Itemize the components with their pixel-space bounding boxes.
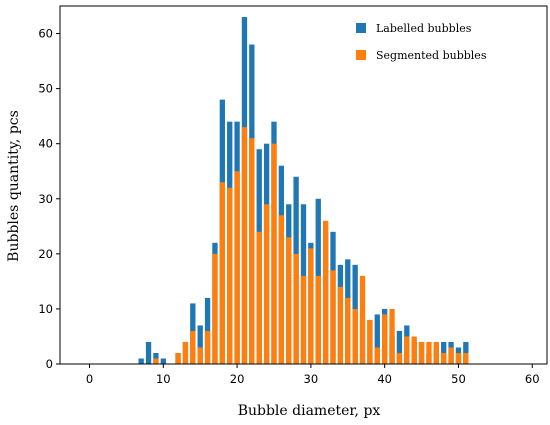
bar-segmented-28 <box>293 253 299 364</box>
y-tick-label-50: 50 <box>38 82 53 96</box>
bar-segmented-48 <box>441 352 447 364</box>
y-axis-label: Bubbles quantity, pcs <box>6 110 22 262</box>
bar-segmented-24 <box>263 204 270 364</box>
x-axis-ticks: 0 10 20 30 40 50 60 <box>86 364 540 386</box>
y-tick-label-10: 10 <box>38 302 53 316</box>
x-tick-label-60: 60 <box>525 372 540 386</box>
bar-segmented-35 <box>345 297 351 364</box>
legend: Labelled bubbles Segmented bubbles <box>356 22 487 62</box>
bar-segmented-41 <box>389 308 395 364</box>
x-tick-label-40: 40 <box>377 372 392 386</box>
bar-segmented-31 <box>315 275 321 364</box>
bar-segmented-39 <box>374 347 380 364</box>
bar-segmented-23 <box>256 231 262 364</box>
bar-segmented-46 <box>426 341 432 364</box>
bar-segmented-37 <box>359 275 366 364</box>
bar-segmented-12 <box>175 352 181 364</box>
y-tick-label-40: 40 <box>38 137 53 151</box>
legend-swatch-segmented <box>356 50 366 60</box>
y-tick-label-0: 0 <box>46 357 53 371</box>
x-tick-label-0: 0 <box>86 372 93 386</box>
bar-labelled-10 <box>160 358 166 364</box>
bar-segmented-47 <box>433 341 439 364</box>
bar-segmented-18 <box>219 182 225 364</box>
bar-segmented-49 <box>448 347 454 364</box>
bar-segmented-42 <box>396 352 403 364</box>
y-tick-label-20: 20 <box>38 247 53 261</box>
bar-segmented-25 <box>271 143 277 364</box>
bar-segmented-20 <box>234 171 240 364</box>
bar-segmented-21 <box>241 127 248 364</box>
x-axis-label: Bubble diameter, px <box>238 403 381 419</box>
x-tick-label-30: 30 <box>304 372 319 386</box>
y-tick-label-30: 30 <box>38 192 53 206</box>
x-tick-label-10: 10 <box>156 372 171 386</box>
y-axis-ticks: 0 10 20 30 40 50 60 <box>38 27 60 371</box>
bar-labelled-8 <box>145 341 152 364</box>
bar-segmented-13 <box>182 341 189 364</box>
bar-segmented-14 <box>190 330 196 364</box>
bar-labelled-39 <box>374 314 380 364</box>
bar-segmented-29 <box>300 275 307 364</box>
bar-segmented-15 <box>197 347 203 364</box>
legend-swatch-labelled <box>356 23 366 33</box>
bar-segmented-34 <box>337 286 344 364</box>
bar-segmented-26 <box>278 215 285 364</box>
x-tick-label-50: 50 <box>451 372 466 386</box>
bar-segmented-50 <box>455 352 462 364</box>
bar-segmented-51 <box>463 352 469 364</box>
y-tick-label-60: 60 <box>38 27 53 41</box>
bar-segmented-30 <box>308 248 314 364</box>
bar-labelled-15 <box>197 325 203 364</box>
bar-segmented-9 <box>153 358 159 364</box>
bar-segmented-36 <box>352 308 358 364</box>
bar-segmented-27 <box>286 237 292 364</box>
bar-segmented-44 <box>411 336 417 364</box>
bar-segmented-32 <box>322 220 329 364</box>
segmented-bubbles-series <box>153 127 469 364</box>
x-tick-label-20: 20 <box>230 372 245 386</box>
bar-segmented-22 <box>249 138 255 364</box>
bar-segmented-40 <box>382 314 388 364</box>
bar-labelled-42 <box>396 330 403 364</box>
bar-segmented-17 <box>212 253 218 364</box>
bar-segmented-43 <box>404 336 410 364</box>
legend-label-labelled: Labelled bubbles <box>376 22 472 35</box>
bar-segmented-19 <box>227 187 233 364</box>
bar-segmented-38 <box>367 319 373 364</box>
plot-frame <box>59 5 548 365</box>
bar-segmented-45 <box>418 341 425 364</box>
legend-label-segmented: Segmented bubbles <box>376 49 487 62</box>
bar-labelled-7 <box>138 358 144 364</box>
bar-segmented-33 <box>330 270 336 364</box>
bar-segmented-16 <box>204 330 211 364</box>
